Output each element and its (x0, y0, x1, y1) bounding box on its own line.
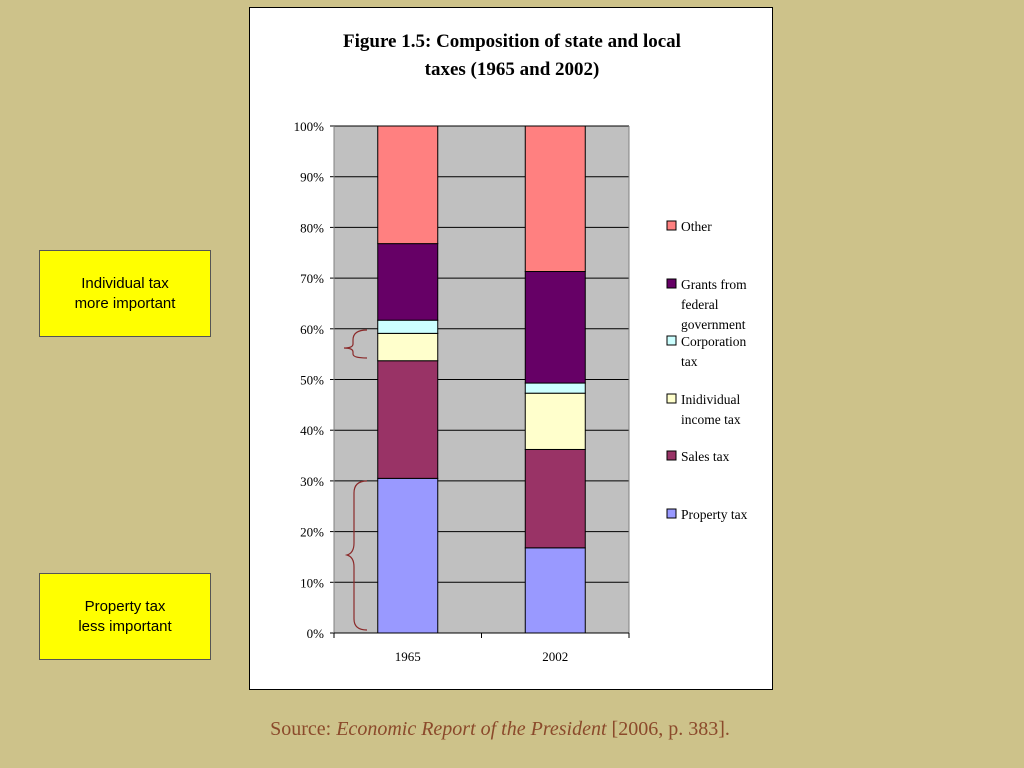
y-tick-label: 40% (300, 423, 324, 438)
legend-label: Sales tax (681, 449, 730, 464)
bar-2002-grants-from-federal-government (524, 271, 586, 384)
y-tick-label: 60% (300, 322, 324, 337)
bar-1965-other (377, 125, 439, 245)
callout-property-line1: Property tax (84, 597, 166, 615)
bar-1965-corporation-tax (377, 319, 439, 334)
y-tick-label: 50% (300, 373, 324, 388)
bar-2002-property-tax (524, 547, 586, 634)
legend-label: Corporation (681, 334, 746, 349)
callout-individual-line2: more important (74, 294, 176, 312)
source-prefix: Source: (270, 718, 337, 740)
legend-swatch (666, 393, 677, 404)
chart-title-line2: taxes (1965 and 2002) (424, 59, 600, 80)
bar-1965-grants-from-federal-government (377, 243, 439, 321)
callout-property-line2: less important (78, 617, 172, 635)
y-tick-label: 10% (300, 575, 324, 590)
legend-swatch (666, 450, 677, 461)
income-tax-brace (343, 329, 368, 359)
callout-property-tax: Property tax less important (39, 573, 211, 660)
y-tick-label: 0% (307, 626, 325, 641)
bar-2002-sales-tax (524, 448, 586, 549)
legend-swatch (666, 278, 677, 289)
legend-label: tax (681, 354, 698, 369)
legend-label: federal (681, 297, 719, 312)
legend-swatch (666, 335, 677, 346)
stacked-bar-chart: 0% 10% 20% 30% 40% 50% 60% 70% 80% 90% 100% 1965 200… (294, 119, 748, 664)
bar-1965-inidividual-income-tax (377, 332, 439, 362)
source-citation: Source: Economic Report of the President… (0, 718, 1000, 741)
y-tick-label: 20% (300, 525, 324, 540)
legend-label: Property tax (681, 507, 748, 522)
callout-individual-tax: Individual tax more important (39, 250, 211, 337)
y-tick-label: 100% (294, 119, 325, 134)
legend-label: Inidividual (681, 392, 740, 407)
bar-1965-property-tax (377, 477, 439, 634)
property-tax-brace (344, 480, 368, 631)
chart-title: Figure 1.5: Composition of state and loc… (250, 28, 774, 84)
chart-title-line1: Figure 1.5: Composition of state and loc… (343, 31, 681, 52)
bar-2002-other (524, 125, 586, 273)
legend-swatch (666, 220, 677, 231)
source-suffix: [2006, p. 383]. (606, 718, 730, 740)
legend-label: Other (681, 219, 712, 234)
bar-2002-corporation-tax (524, 382, 586, 394)
source-title: Economic Report of the President (336, 718, 607, 740)
bar-1965-sales-tax (377, 360, 439, 479)
x-tick-label: 1965 (395, 649, 421, 664)
bar-2002-inidividual-income-tax (524, 392, 586, 450)
callout-individual-line1: Individual tax (81, 274, 169, 292)
y-tick-label: 80% (300, 220, 324, 235)
x-tick-label: 2002 (542, 649, 568, 664)
y-tick-label: 70% (300, 271, 324, 286)
chart-frame: Figure 1.5: Composition of state and loc… (249, 7, 773, 690)
legend-label: government (681, 317, 746, 332)
legend-swatch (666, 508, 677, 519)
legend-label: Grants from (681, 277, 747, 292)
legend-label: income tax (681, 412, 741, 427)
y-tick-label: 30% (300, 474, 324, 489)
y-tick-label: 90% (300, 170, 324, 185)
